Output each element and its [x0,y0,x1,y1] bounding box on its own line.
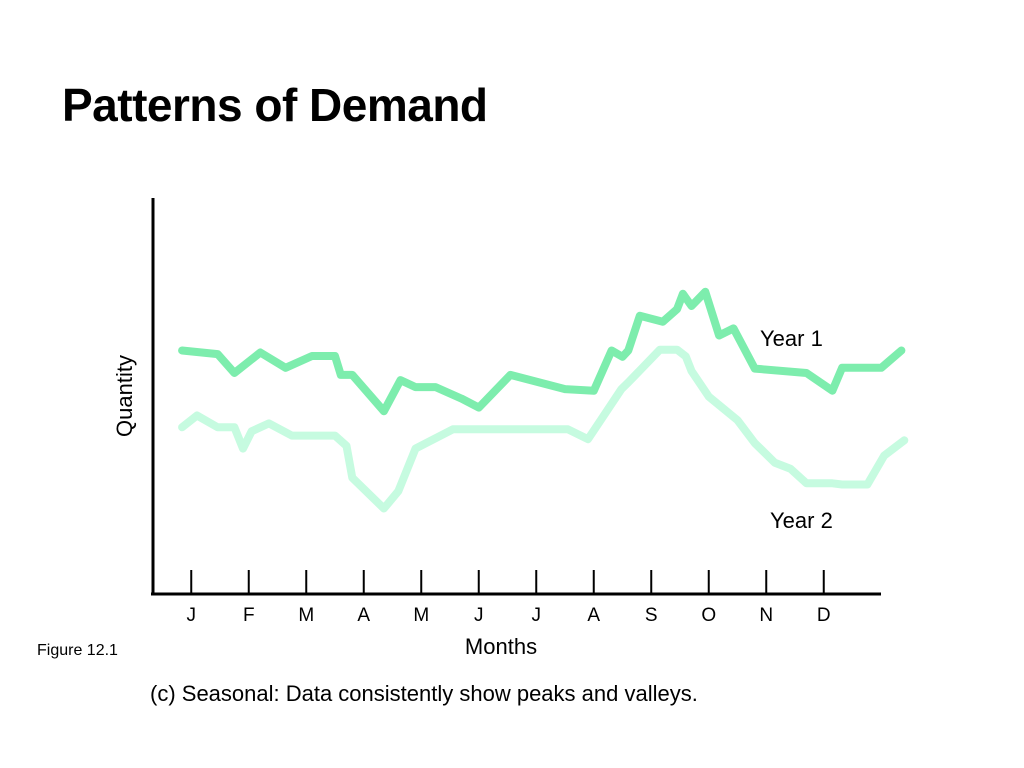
x-tick-label: M [413,605,429,626]
x-tick-label: A [357,605,370,626]
series-label-2: Year 2 [770,508,833,533]
x-tick-label: J [532,605,542,626]
x-tick-label: D [817,605,831,626]
x-tick-label: F [243,605,255,626]
series-label-1: Year 1 [760,326,823,351]
series-lines [178,287,909,513]
series-labels: Year 1 Year 2 [760,326,833,533]
x-tick-label: J [474,605,484,626]
y-axis-title: Quantity [112,355,137,437]
x-tick-label: A [587,605,600,626]
series-line-1 [178,287,906,416]
x-tick-label: S [645,605,658,626]
series-line-2 [178,345,909,513]
x-axis-title: Months [465,634,537,659]
x-tick-label: O [701,605,716,626]
slide-title: Patterns of Demand [62,79,488,131]
x-tick-label: N [759,605,773,626]
chart-caption: (c) Seasonal: Data consistently show pea… [150,681,698,706]
figure-label: Figure 12.1 [37,642,118,659]
x-tick-label: J [187,605,197,626]
x-tick-label: M [298,605,314,626]
